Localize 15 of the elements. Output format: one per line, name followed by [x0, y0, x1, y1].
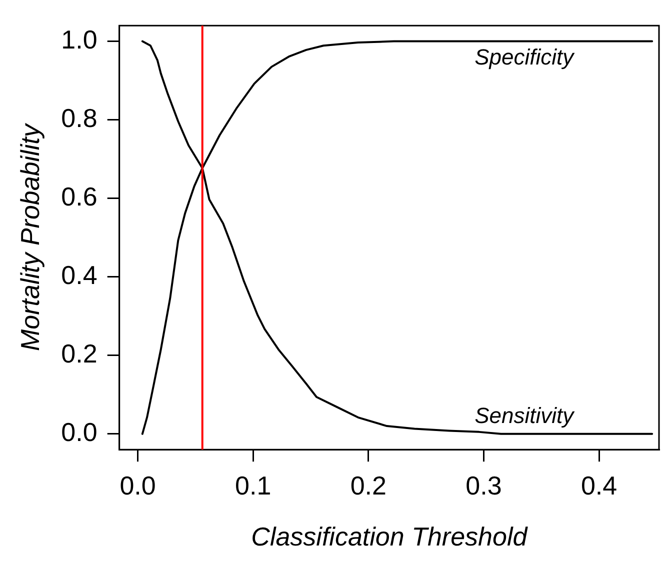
y-tick-label: 1.0 — [61, 24, 98, 54]
x-tick-label: 0.1 — [235, 470, 272, 500]
y-tick-label: 0.2 — [61, 338, 98, 369]
series-label: Sensitivity — [474, 403, 576, 428]
y-tick-label: 0.8 — [61, 102, 98, 133]
x-tick-label: 0.3 — [466, 470, 502, 500]
x-tick-label: 0.4 — [580, 470, 618, 500]
y-tick-label: 0.6 — [61, 182, 98, 212]
x-tick-label: 0.2 — [350, 470, 386, 500]
y-axis-title: Mortality Probability — [14, 122, 45, 352]
y-tick-label: 0.4 — [61, 260, 98, 290]
y-tick-label: 0.0 — [61, 417, 98, 448]
x-axis-title: Classification Threshold — [251, 522, 529, 552]
x-tick-label: 0.0 — [120, 470, 156, 500]
series-label: Specificity — [474, 44, 576, 70]
